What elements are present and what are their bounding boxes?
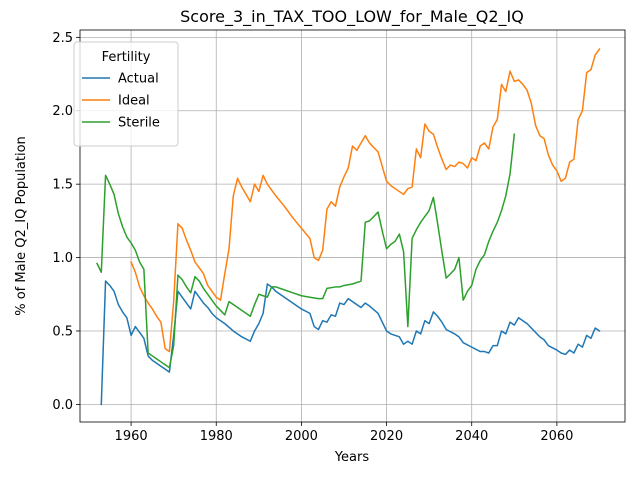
x-tick-label: 2020 [370,429,403,444]
plot-area [79,29,626,423]
y-tick-label: 0.0 [52,398,73,413]
legend-box [73,41,179,147]
y-axis: 0.0 0.5 1.0 1.5 2.0 2.5 [52,31,80,413]
x-axis: 1960 1980 2000 2020 2040 2060 [115,422,573,444]
y-tick-label: 2.5 [52,31,73,46]
y-tick-label: 1.0 [52,251,73,266]
y-axis-label: % of Male Q2_IQ Population [14,136,29,316]
legend-label-sterile: Sterile [118,116,160,131]
legend-label-ideal: Ideal [118,94,150,109]
x-tick-label: 1960 [115,429,148,444]
x-tick-label: 2040 [455,429,488,444]
x-tick-label: 2060 [540,429,573,444]
series-line-sterile [96,133,516,369]
chart-title: Score_3_in_TAX_TOO_LOW_for_Male_Q2_IQ [180,7,524,27]
legend-label-actual: Actual [118,72,159,87]
series-lines [96,48,601,406]
y-tick-label: 1.5 [52,178,73,193]
series-line-actual [100,280,601,406]
x-tick-label: 2000 [285,429,318,444]
y-tick-label: 2.0 [52,104,73,119]
y-tick-label: 0.5 [52,324,73,339]
x-axis-label: Years [334,450,370,465]
x-tick-label: 1980 [200,429,233,444]
legend-title: Fertility [102,50,151,65]
legend: Fertility Actual Ideal Sterile [73,41,179,147]
series-line-ideal [130,48,601,353]
